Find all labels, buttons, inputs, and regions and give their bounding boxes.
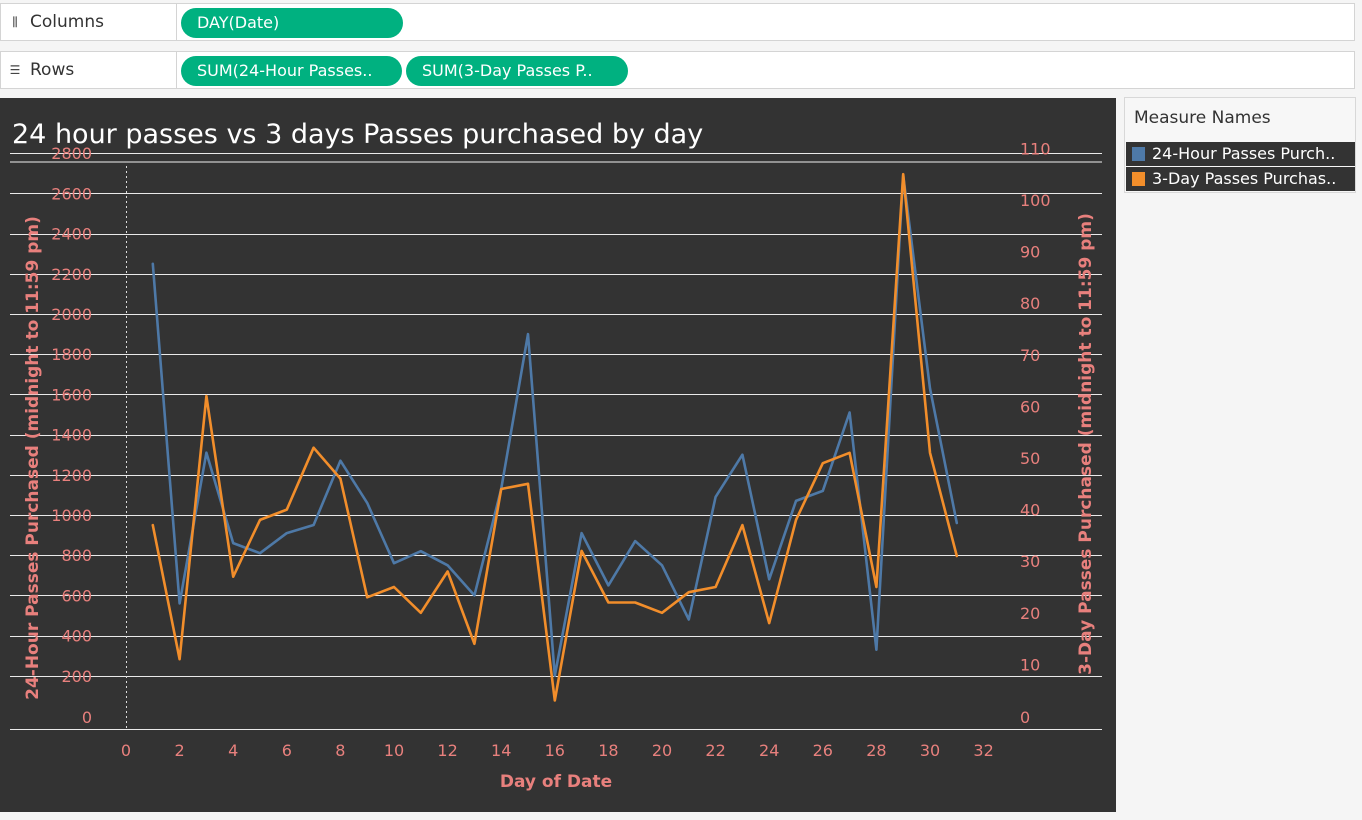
- legend-item-label: 24-Hour Passes Purch..: [1152, 142, 1335, 166]
- legend-title: Measure Names: [1134, 108, 1271, 128]
- rows-icon: ☰: [4, 63, 26, 77]
- columns-icon: ⫼: [4, 15, 26, 30]
- series-line-24-hour: [153, 175, 957, 676]
- x-tick-label: 14: [491, 741, 511, 760]
- y-right-axis-label: 3-Day Passes Purchased (midnight to 11:5…: [1076, 213, 1096, 675]
- y-right-tick-label: 40: [1020, 501, 1040, 520]
- y-left-tick-label: 2200: [51, 265, 92, 284]
- y-left-tick-label: 600: [61, 586, 92, 605]
- measure-pill-3-day[interactable]: SUM(3-Day Passes P..: [406, 56, 628, 86]
- y-right-tick-label: 80: [1020, 294, 1040, 313]
- legend: Measure Names 24-Hour Passes Purch.. 3-D…: [1124, 97, 1356, 193]
- rows-shelf-label: ☰ Rows: [1, 52, 177, 88]
- y-left-tick-label: 2600: [51, 184, 92, 203]
- legend-swatch-3-day: [1132, 172, 1145, 186]
- x-tick-label: 18: [598, 741, 618, 760]
- y-left-tick-label: 200: [61, 667, 92, 686]
- x-axis-ticks: 0 2 4 6 8 10 12 14 16 18 20 22 24 26 28 30 32: [121, 741, 994, 760]
- x-tick-label: 10: [384, 741, 404, 760]
- y-left-axis-label: 24-Hour Passes Purchased (midnight to 11…: [23, 216, 43, 700]
- x-tick-label: 28: [866, 741, 886, 760]
- rows-label: Rows: [30, 60, 74, 80]
- x-tick-label: 32: [973, 741, 993, 760]
- rows-shelf: ☰ Rows SUM(24-Hour Passes.. SUM(3-Day Pa…: [0, 51, 1355, 89]
- y-right-tick-label: 20: [1020, 604, 1040, 623]
- x-axis-label: Day of Date: [500, 772, 612, 792]
- legend-swatch-24-hour: [1132, 147, 1145, 161]
- columns-shelf-label: ⫼ Columns: [1, 4, 177, 40]
- series-lines: [153, 174, 957, 700]
- columns-label: Columns: [30, 12, 104, 32]
- x-tick-label: 20: [652, 741, 672, 760]
- y-left-tick-label: 1600: [51, 385, 92, 404]
- x-tick-label: 0: [121, 741, 131, 760]
- legend-item-label: 3-Day Passes Purchas..: [1152, 167, 1336, 191]
- x-tick-label: 8: [335, 741, 345, 760]
- y-left-tick-label: 2400: [51, 225, 92, 244]
- y-right-tick-label: 60: [1020, 397, 1040, 416]
- y-left-axis-ticks: 2800260024002200200018001600140012001000…: [51, 144, 92, 727]
- x-tick-label: 22: [705, 741, 725, 760]
- series-line-3-day: [153, 174, 957, 700]
- x-tick-label: 30: [920, 741, 940, 760]
- x-tick-label: 16: [545, 741, 565, 760]
- y-left-tick-label: 2800: [51, 144, 92, 163]
- x-tick-label: 2: [175, 741, 185, 760]
- y-right-tick-label: 70: [1020, 346, 1040, 365]
- chart-panel: 24 hour passes vs 3 days Passes purchase…: [0, 98, 1116, 812]
- y-left-tick-label: 0: [82, 708, 92, 727]
- y-left-tick-label: 1200: [51, 466, 92, 485]
- y-left-tick-label: 1000: [51, 506, 92, 525]
- columns-shelf: ⫼ Columns DAY(Date): [0, 3, 1355, 41]
- x-tick-label: 24: [759, 741, 779, 760]
- y-left-tick-label: 2000: [51, 305, 92, 324]
- grid-lines: [10, 154, 1102, 730]
- chart-title: 24 hour passes vs 3 days Passes purchase…: [12, 119, 703, 150]
- y-right-tick-label: 10: [1020, 655, 1040, 674]
- date-pill[interactable]: DAY(Date): [181, 8, 403, 38]
- y-left-tick-label: 400: [61, 627, 92, 646]
- line-chart: 24 hour passes vs 3 days Passes purchase…: [0, 98, 1116, 812]
- x-tick-label: 4: [228, 741, 238, 760]
- y-right-tick-label: 0: [1020, 708, 1030, 727]
- x-tick-label: 26: [813, 741, 833, 760]
- y-left-tick-label: 1400: [51, 426, 92, 445]
- y-right-tick-label: 110: [1020, 139, 1051, 158]
- y-right-tick-label: 100: [1020, 191, 1051, 210]
- measure-pill-24-hour[interactable]: SUM(24-Hour Passes..: [181, 56, 402, 86]
- x-tick-label: 6: [282, 741, 292, 760]
- y-right-tick-label: 30: [1020, 552, 1040, 571]
- y-right-tick-label: 50: [1020, 449, 1040, 468]
- y-left-tick-label: 1800: [51, 345, 92, 364]
- legend-item-3-day[interactable]: 3-Day Passes Purchas..: [1126, 167, 1355, 191]
- y-left-tick-label: 800: [61, 546, 92, 565]
- x-tick-label: 12: [437, 741, 457, 760]
- y-right-tick-label: 90: [1020, 243, 1040, 262]
- legend-item-24-hour[interactable]: 24-Hour Passes Purch..: [1126, 142, 1355, 166]
